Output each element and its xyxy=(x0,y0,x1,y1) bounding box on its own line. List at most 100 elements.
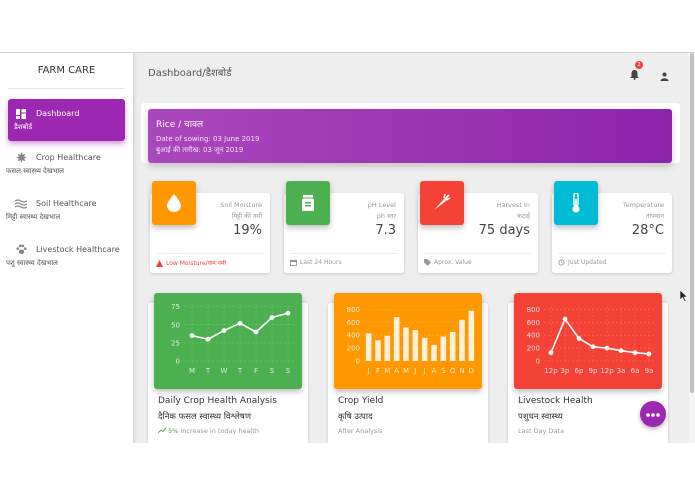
mouse-cursor-icon xyxy=(679,287,689,306)
card-crop-health: 75 50 25 0 M T W T F S S Daily Crop Health Analysi… xyxy=(148,293,308,443)
stat-footer-text[interactable]: Low Moisture/कम नमी xyxy=(166,260,227,267)
stat-label-hindi: मिट्टी की नमी xyxy=(231,212,262,220)
y-tick-label: 0 xyxy=(176,358,180,366)
x-tick-label: 6p xyxy=(575,367,584,375)
data-point xyxy=(646,351,652,357)
x-tick-label: 12p xyxy=(544,367,558,375)
stat-footer: Last 24 Hours xyxy=(290,253,398,266)
calendar-icon xyxy=(290,259,297,266)
sowing-date-hindi: बुआई की तारीख: 03 जून 2019 xyxy=(156,146,244,154)
leaf-icon xyxy=(14,152,28,163)
data-point xyxy=(269,315,275,320)
y-tick-label: 0 xyxy=(356,358,360,366)
chart-bar xyxy=(393,317,400,361)
y-tick-label: 600 xyxy=(527,319,540,327)
y-tick-label: 800 xyxy=(347,306,360,314)
sidebar-item-label: Crop Healthcare xyxy=(36,153,101,162)
stat-card-soil-moisture: Soil Moisture मिट्टी की नमी 19% Low Moist… xyxy=(150,181,270,273)
x-tick-label: M xyxy=(403,367,409,375)
data-point xyxy=(285,310,291,316)
x-tick-label: F xyxy=(376,367,380,375)
chart-bar xyxy=(384,335,391,361)
data-point xyxy=(576,336,582,341)
chart-bar xyxy=(365,333,372,361)
stat-card-temperature: Temperature तापमान 28°C Just Updated xyxy=(552,181,672,273)
card-title-hindi: पशुधन स्वास्थ्य xyxy=(518,412,563,422)
x-tick-label: 9a xyxy=(645,367,654,375)
data-point xyxy=(590,344,596,350)
chart-bar xyxy=(431,344,437,361)
x-tick-label: T xyxy=(237,367,243,375)
warning-icon xyxy=(156,259,163,267)
sowing-date: Date of sowing: 03 June 2019 xyxy=(156,135,260,143)
stat-label: Temperature xyxy=(622,201,664,209)
x-tick-label: 3a xyxy=(617,367,626,375)
stat-label-hindi: तापमान xyxy=(645,212,664,220)
data-point xyxy=(205,336,211,342)
x-tick-label: 3p xyxy=(561,367,570,375)
y-tick-label: 200 xyxy=(347,345,360,353)
card-crop-yield: 800 600 400 200 0 J F M A M J J A S O N D Crop Yield कृष… xyxy=(328,293,488,443)
brand-title[interactable]: FARM CARE xyxy=(8,53,125,89)
sidebar-item-soil-healthcare[interactable]: Soil Healthcare मिट्टी स्वास्थ्य देखभाल xyxy=(6,189,125,233)
bell-icon[interactable] xyxy=(630,65,639,84)
card-livestock-health: 800 600 400 200 0 12p 3p 6p 9p 12p 3a 6a 9a Livestoc… xyxy=(508,293,668,443)
data-point xyxy=(189,333,195,339)
scrollbar-thumb[interactable] xyxy=(690,53,694,393)
drop-icon xyxy=(152,181,196,225)
chart-bar xyxy=(412,330,419,361)
sidebar-item-sublabel: डैशबोर्ड xyxy=(14,123,33,131)
chart-bar xyxy=(449,332,456,361)
y-tick-label: 800 xyxy=(527,306,540,314)
x-tick-label: J xyxy=(413,367,416,375)
x-tick-label: S xyxy=(441,367,446,375)
waves-icon xyxy=(14,198,28,209)
chat-button[interactable] xyxy=(640,401,666,427)
chart-bar xyxy=(459,319,465,361)
jar-icon xyxy=(286,181,330,225)
x-tick-label: A xyxy=(394,367,399,375)
data-point xyxy=(221,328,227,333)
card-title: Crop Yield xyxy=(338,396,384,406)
card-footer-text: After Analysis xyxy=(338,427,383,435)
sidebar-item-sublabel: फसल स्वास्थ्य देखभाल xyxy=(6,167,65,175)
stat-footer-text: Just Updated xyxy=(568,259,607,266)
x-tick-label: M xyxy=(189,367,195,375)
sidebar: FARM CARE Dashboard डैशबोर्ड Crop Health… xyxy=(0,53,133,443)
x-tick-label: W xyxy=(221,367,228,375)
stat-value: 75 days xyxy=(478,223,530,238)
sidebar-item-sublabel: पशु स्वास्थ्य देखभाल xyxy=(6,259,58,267)
app-frame: FARM CARE Dashboard डैशबोर्ड Crop Health… xyxy=(0,52,695,443)
card-title-hindi: कृषि उत्पाद xyxy=(338,412,373,422)
x-tick-label: 12p xyxy=(600,367,614,375)
sidebar-item-dashboard[interactable]: Dashboard डैशबोर्ड xyxy=(8,99,125,141)
sidebar-item-label: Livestock Healthcare xyxy=(36,245,120,254)
y-tick-label: 25 xyxy=(171,339,180,347)
x-tick-label: S xyxy=(286,367,291,375)
crop-health-line-chart: 75 50 25 0 M T W T F S S xyxy=(171,303,296,375)
chart-bar xyxy=(440,336,447,361)
stat-footer: Just Updated xyxy=(558,253,666,266)
card-title-hindi: दैनिक फसल स्वास्थ्य विश्लेषण xyxy=(158,412,251,422)
series-line xyxy=(550,317,650,355)
x-tick-label: F xyxy=(254,367,258,375)
paw-icon xyxy=(14,244,28,255)
y-tick-label: 400 xyxy=(347,332,360,340)
data-point xyxy=(632,350,638,356)
y-tick-label: 0 xyxy=(536,358,540,366)
user-icon[interactable] xyxy=(660,66,669,85)
thermometer-icon xyxy=(554,181,598,225)
x-tick-label: 9p xyxy=(589,367,598,375)
sidebar-item-crop-healthcare[interactable]: Crop Healthcare फसल स्वास्थ्य देखभाल xyxy=(6,143,125,187)
card-footer: 5% increase in today health xyxy=(157,427,259,435)
sidebar-item-livestock-healthcare[interactable]: Livestock Healthcare पशु स्वास्थ्य देखभा… xyxy=(6,235,125,279)
x-tick-label: D xyxy=(469,367,474,375)
stat-value: 19% xyxy=(233,223,262,238)
stat-card-ph-level: pH Level ph स्तर 7.3 Last 24 Hours xyxy=(284,181,404,273)
stat-label-hindi: ph स्तर xyxy=(376,212,396,220)
crop-banner: Rice / चावल Date of sowing: 03 June 2019… xyxy=(148,109,672,163)
sidebar-item-label: Soil Healthcare xyxy=(36,199,97,208)
y-tick-label: 200 xyxy=(527,345,540,353)
page-scrollbar[interactable] xyxy=(689,53,695,443)
